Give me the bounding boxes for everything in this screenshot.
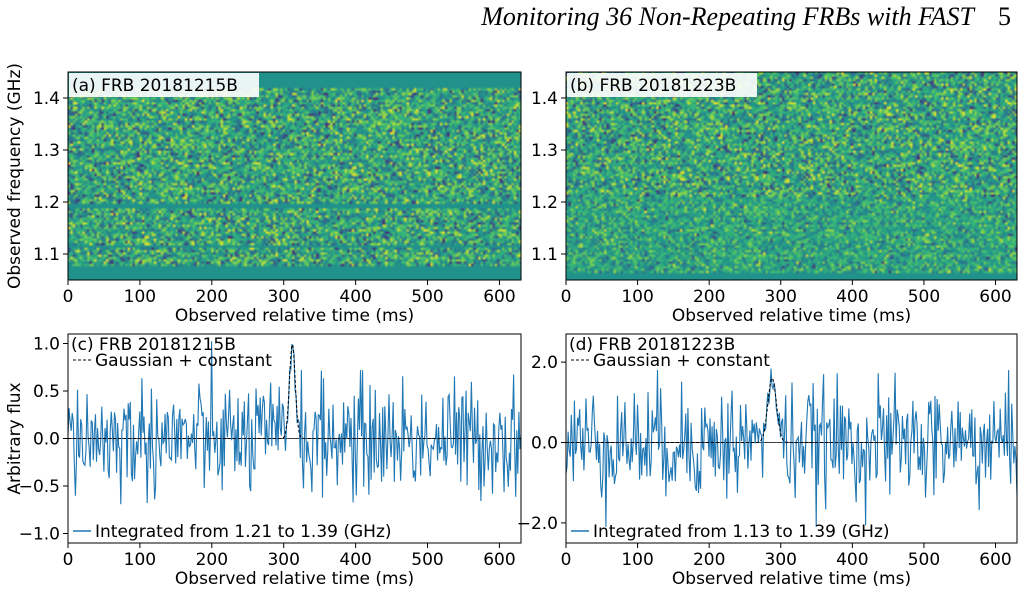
gaussian-fit-line bbox=[566, 377, 1017, 443]
plot-frame bbox=[565, 71, 1018, 281]
legend-fit-label: Gaussian + constant bbox=[95, 351, 272, 371]
y-tick-label: 1.0 bbox=[33, 335, 60, 355]
y-tick-label: 1.1 bbox=[531, 245, 558, 265]
legend-fit-label: Gaussian + constant bbox=[593, 351, 770, 371]
x-tick-label: 0 bbox=[63, 550, 74, 570]
y-axis-label: Arbitrary flux bbox=[5, 382, 25, 494]
panel-label: (b) FRB 20181223B bbox=[570, 76, 736, 96]
x-tick-label: 200 bbox=[196, 287, 228, 307]
waterfall-image bbox=[566, 72, 1017, 280]
x-tick-label: 0 bbox=[561, 550, 572, 570]
y-tick-label: 0.0 bbox=[33, 430, 60, 450]
x-tick-label: 200 bbox=[196, 550, 228, 570]
x-tick-label: 500 bbox=[411, 287, 443, 307]
x-tick-label: 100 bbox=[124, 550, 156, 570]
x-tick-label: 500 bbox=[908, 287, 940, 307]
x-tick-label: 0 bbox=[63, 287, 74, 307]
panel-label: (d) FRB 20181223B bbox=[569, 335, 735, 355]
x-tick-label: 600 bbox=[979, 550, 1011, 570]
x-tick-label: 200 bbox=[693, 287, 725, 307]
y-tick-label: 1.4 bbox=[531, 89, 558, 109]
x-tick-label: 400 bbox=[339, 550, 371, 570]
x-axis-label: Observed relative time (ms) bbox=[672, 569, 911, 589]
x-tick-label: 300 bbox=[765, 287, 797, 307]
waterfall-image bbox=[68, 72, 521, 280]
x-tick-label: 500 bbox=[908, 550, 940, 570]
y-tick-label: 0.0 bbox=[531, 434, 558, 454]
x-tick-label: 600 bbox=[483, 550, 515, 570]
panel-label-box bbox=[567, 73, 757, 97]
running-title: Monitoring 36 Non-Repeating FRBs with FA… bbox=[481, 2, 974, 31]
y-tick-label: 0.5 bbox=[33, 382, 60, 402]
y-tick-label: −2.0 bbox=[517, 514, 558, 534]
y-tick-label: 1.1 bbox=[33, 245, 60, 265]
x-tick-label: 100 bbox=[124, 287, 156, 307]
y-tick-label: 1.3 bbox=[33, 141, 60, 161]
y-axis-label: Observed frequency (GHz) bbox=[5, 63, 25, 289]
y-tick-label: 1.3 bbox=[531, 141, 558, 161]
x-tick-label: 0 bbox=[561, 287, 572, 307]
y-tick-label: −0.5 bbox=[19, 477, 60, 497]
panel-label: (c) FRB 20181215B bbox=[71, 335, 236, 355]
x-tick-label: 300 bbox=[765, 550, 797, 570]
running-header: Monitoring 36 Non-Repeating FRBs with FA… bbox=[481, 2, 1011, 32]
x-axis-label: Observed relative time (ms) bbox=[175, 306, 414, 326]
panel-label: (a) FRB 20181215B bbox=[72, 76, 238, 96]
y-tick-label: 1.2 bbox=[531, 193, 558, 213]
plot-frame bbox=[565, 333, 1018, 544]
legend-data-label: Integrated from 1.21 to 1.39 (GHz) bbox=[95, 522, 392, 542]
y-tick-label: 2.0 bbox=[531, 353, 558, 373]
flux-series-line bbox=[565, 368, 1018, 527]
x-tick-label: 500 bbox=[411, 550, 443, 570]
x-tick-label: 100 bbox=[621, 287, 653, 307]
y-tick-label: −1.0 bbox=[19, 525, 60, 545]
y-tick-label: 1.2 bbox=[33, 193, 60, 213]
plot-frame bbox=[67, 71, 522, 281]
x-tick-label: 100 bbox=[621, 550, 653, 570]
y-tick-label: 1.4 bbox=[33, 89, 60, 109]
panel-label-box bbox=[69, 73, 259, 97]
gaussian-fit-line bbox=[68, 343, 521, 439]
legend-data-label: Integrated from 1.13 to 1.39 (GHz) bbox=[593, 522, 890, 542]
x-tick-label: 400 bbox=[836, 287, 868, 307]
page-number: 5 bbox=[998, 2, 1011, 31]
x-axis-label: Observed relative time (ms) bbox=[672, 306, 911, 326]
x-tick-label: 200 bbox=[693, 550, 725, 570]
x-tick-label: 600 bbox=[483, 287, 515, 307]
x-tick-label: 400 bbox=[836, 550, 868, 570]
x-tick-label: 400 bbox=[339, 287, 371, 307]
x-axis-label: Observed relative time (ms) bbox=[175, 569, 414, 589]
x-tick-label: 300 bbox=[267, 550, 299, 570]
x-tick-label: 300 bbox=[267, 287, 299, 307]
x-tick-label: 600 bbox=[979, 287, 1011, 307]
